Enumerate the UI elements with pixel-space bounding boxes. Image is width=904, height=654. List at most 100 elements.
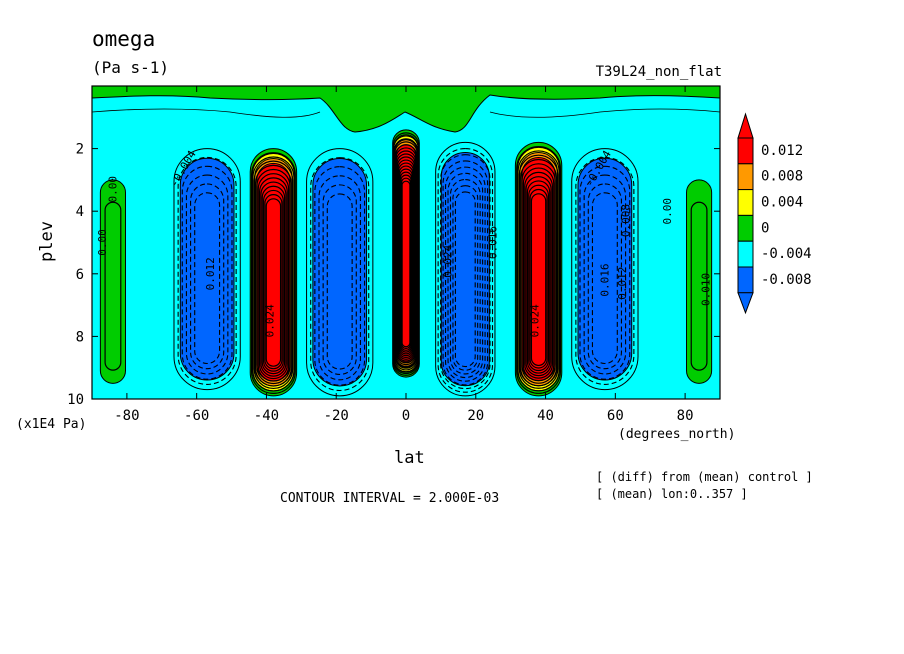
contour-label: 0.016 — [487, 226, 500, 259]
contour-line — [104, 201, 122, 371]
contour-line — [322, 184, 357, 375]
note-diff: [ (diff) from (mean) control ] — [596, 470, 813, 484]
y-axis-label: plev — [37, 221, 57, 262]
colorbar-segment — [737, 266, 754, 294]
y-tick-label: 10 — [67, 392, 84, 408]
x-tick-label: -40 — [254, 408, 279, 424]
contour-line — [254, 164, 292, 387]
x-tick-label: 40 — [537, 408, 554, 424]
contour-line — [517, 150, 560, 392]
contour-label: 0.024 — [529, 304, 542, 337]
contour-line — [526, 180, 551, 374]
colorbar-segment — [737, 189, 754, 216]
contour-line — [250, 152, 296, 394]
contour-line — [401, 180, 411, 348]
contour-line — [318, 175, 361, 381]
contour-label: 0.00 — [661, 198, 674, 225]
contour-line — [265, 198, 282, 367]
x-tick-label: 60 — [607, 408, 624, 424]
colorbar: 0.012 0.008 0.004 0 -0.004 -0.008 — [737, 112, 812, 315]
contour-line — [524, 171, 554, 379]
colorbar-label: 0.004 — [761, 195, 803, 211]
contour-line — [258, 177, 288, 380]
contour-line — [190, 183, 225, 370]
contour-line — [326, 193, 353, 370]
y-tick-label: 8 — [76, 329, 84, 345]
contour-line — [442, 160, 489, 386]
experiment-name: T39L24_non_flat — [596, 64, 722, 80]
top-contour-line — [92, 108, 720, 118]
colorbar-segment — [737, 137, 754, 165]
contour-line — [310, 157, 370, 392]
contour-line — [437, 147, 494, 393]
contour-line — [447, 172, 484, 379]
contour-line — [256, 168, 291, 385]
contour-label: 0.016 — [598, 263, 611, 296]
contour-line — [587, 183, 622, 370]
contour-line — [257, 173, 290, 382]
colorbar-segment — [737, 240, 754, 268]
contour-cell-band — [577, 157, 633, 381]
colorbar-label: -0.008 — [761, 272, 812, 288]
note-mean: [ (mean) lon:0..357 ] — [596, 487, 748, 501]
contour-line — [583, 174, 627, 375]
x-tick-label: -20 — [324, 408, 349, 424]
colorbar-segment — [737, 163, 754, 191]
contour-line — [185, 174, 229, 375]
contour-line — [529, 188, 548, 369]
contour-line — [252, 156, 295, 392]
contour-line — [454, 191, 476, 368]
contour-line — [264, 194, 283, 370]
contour-line — [194, 192, 221, 365]
contour-interval: CONTOUR INTERVAL = 2.000E-03 — [280, 491, 499, 506]
y-tick-label: 4 — [76, 204, 84, 220]
contour-line — [253, 160, 294, 390]
contour-line — [516, 146, 562, 394]
x-tick-label: -60 — [184, 408, 209, 424]
contour-label: 0.00 — [106, 176, 119, 203]
contour-line — [690, 201, 708, 371]
contour-line — [522, 167, 555, 382]
contour-label: 0.00 — [96, 229, 109, 256]
colorbar-label: 0 — [761, 220, 769, 236]
x-tick-label: 80 — [677, 408, 694, 424]
x-axis-label: lat — [394, 448, 425, 468]
colorbar-label: 0.008 — [761, 169, 803, 185]
contour-line — [314, 166, 366, 386]
contour-label: 0.012 — [616, 267, 629, 300]
contour-line — [591, 192, 618, 365]
colorbar-segment — [737, 214, 754, 242]
x-tick-label: 0 — [402, 408, 410, 424]
colorbar-label: 0.012 — [761, 143, 803, 159]
x-tick-label: -80 — [114, 408, 139, 424]
x-axis-units: (degrees_north) — [618, 427, 735, 442]
contour-line — [521, 163, 556, 384]
contour-label: 0.008 — [619, 204, 632, 237]
contour-line — [440, 154, 491, 390]
contour-line — [452, 185, 479, 371]
contour-line — [579, 165, 631, 380]
contour-line — [528, 184, 549, 372]
contour-line — [263, 189, 284, 372]
chart-title: omega — [92, 27, 155, 51]
y-tick-label: 6 — [76, 267, 84, 283]
colorbar-top-arrow — [737, 112, 754, 139]
contour-line — [177, 156, 237, 385]
contour-line — [444, 166, 486, 382]
top-green-region — [92, 86, 720, 133]
y-axis-units: (x1E4 Pa) — [16, 417, 86, 432]
contour-cell-band — [686, 179, 713, 384]
contour-line — [520, 158, 558, 387]
contour-cell-band — [179, 157, 235, 381]
y-tick-label: 2 — [76, 142, 84, 158]
contour-label: 0.024 — [263, 304, 276, 337]
colorbar-label: -0.004 — [761, 246, 812, 262]
contour-line — [525, 176, 552, 377]
contour-line — [260, 181, 287, 377]
contour-line — [181, 165, 233, 380]
contour-label: 0.024 — [441, 244, 454, 277]
contour-cell-band — [99, 179, 126, 384]
contour-label: 0.012 — [204, 257, 217, 290]
contour-cell-band — [312, 157, 368, 387]
